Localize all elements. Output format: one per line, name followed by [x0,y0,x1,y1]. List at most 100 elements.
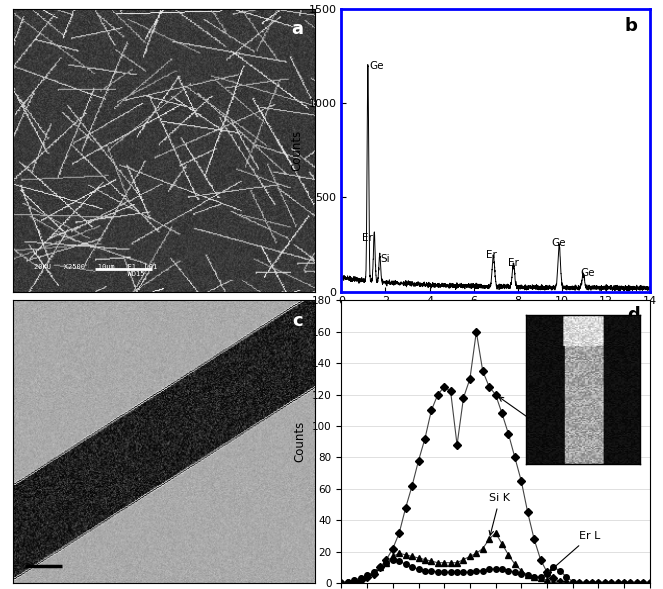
Line: Si K: Si K [338,530,653,587]
Er L [614,580,622,587]
Text: Si: Si [381,254,391,264]
Si K [530,573,538,580]
Si K [428,558,436,565]
Si K [517,567,525,574]
Line: Ge L: Ge L [338,329,653,586]
Er L [511,568,519,575]
Ge L [543,568,551,575]
Er L [459,568,467,575]
Si K [620,580,628,587]
Er L [594,580,602,587]
Si K [472,550,480,557]
Ge L [453,441,461,448]
Er L [569,578,577,585]
Ge L [369,570,377,577]
X-axis label: KeV: KeV [485,312,507,325]
Si K [402,551,410,558]
Ge L [440,383,448,391]
Text: Ge L: Ge L [499,397,553,431]
Text: Er: Er [508,258,519,268]
Er L [633,580,641,587]
Si K [505,551,512,558]
Er L [395,558,403,565]
Si K [594,580,602,587]
Er L [485,565,493,573]
Er L [505,567,512,574]
Ge L [472,328,480,335]
Er L [389,556,396,563]
Ge L [607,580,615,587]
Si K [498,540,506,547]
Si K [485,535,493,542]
Er L [620,580,628,587]
Er L [453,568,461,575]
Si K [524,572,532,579]
Er L [466,568,474,575]
Ge L [376,564,384,571]
Er L [414,565,422,573]
Er L [562,573,570,580]
Si K [337,580,345,587]
Er L [337,580,345,587]
Si K [511,561,519,568]
Er L [402,561,410,568]
Er L [536,573,544,580]
Ge L [395,530,403,537]
Er L [646,580,654,587]
Ge L [428,407,436,414]
Ge L [421,435,429,442]
Si K [466,553,474,560]
Si K [581,580,589,587]
Si K [639,580,647,587]
Y-axis label: Counts: Counts [290,130,303,171]
Ge L [447,388,455,395]
Text: a: a [291,20,303,38]
Ge L [633,580,641,587]
Er L [350,577,358,584]
Er L [344,578,352,585]
Ge L [530,535,538,542]
Ge L [646,580,654,587]
Si K [588,580,596,587]
Er L [530,573,538,580]
Er L [434,568,442,575]
Ge L [575,580,583,587]
Si K [543,577,551,584]
Si K [601,580,609,587]
Ge L [337,580,345,587]
Si K [614,580,622,587]
Ge L [402,504,410,511]
Si K [434,559,442,566]
Si K [421,556,429,563]
Si K [376,564,384,571]
Er L [408,564,416,571]
Text: Er: Er [362,233,373,243]
Ge L [434,391,442,398]
Si K [395,550,403,557]
Er L [517,570,525,577]
Ge L [627,580,634,587]
Ge L [389,545,396,552]
Er L [440,568,448,575]
Er L [421,567,429,574]
Er L [607,580,615,587]
Ge L [536,556,544,563]
Ge L [569,580,577,587]
Si K [607,580,615,587]
Ge L [350,578,358,585]
Ge L [357,577,365,584]
Er L [357,575,365,582]
Ge L [581,580,589,587]
Ge L [363,573,371,580]
Text: c: c [292,312,303,330]
Si K [627,580,634,587]
Ge L [620,580,628,587]
Si K [357,575,365,582]
Si K [369,568,377,575]
Er L [383,559,391,566]
Ge L [491,391,500,398]
Text: Ge: Ge [580,267,595,277]
Er L [479,567,487,574]
Er L [376,564,384,571]
Si K [536,575,544,582]
